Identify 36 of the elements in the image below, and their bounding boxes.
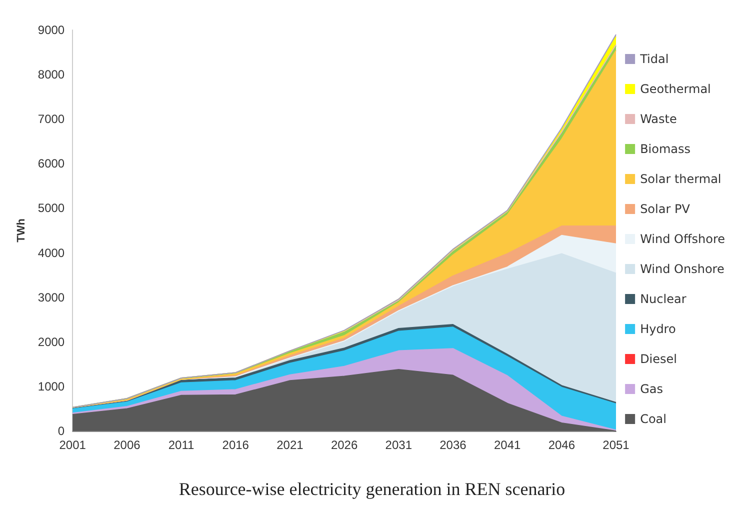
y-tick-label: 6000 (38, 156, 65, 171)
legend-label: Diesel (640, 352, 677, 366)
y-tick-label: 7000 (38, 112, 65, 126)
legend-label: Gas (640, 382, 663, 396)
legend-label: Wind Onshore (640, 262, 724, 276)
legend-label: Waste (640, 112, 677, 126)
x-tick-label: 2016 (222, 438, 250, 452)
legend-label: Biomass (640, 142, 691, 156)
legend-label: Solar PV (640, 202, 691, 216)
x-tick-label: 2046 (548, 438, 576, 452)
y-tick-label: 3000 (38, 290, 65, 304)
y-tick-label: 8000 (38, 68, 65, 82)
x-tick-label: 2026 (330, 438, 358, 452)
x-tick-label: 2051 (602, 438, 630, 452)
legend-label: Hydro (640, 322, 676, 336)
x-tick-label: 2021 (276, 438, 304, 452)
y-tick-label: 4000 (38, 246, 65, 260)
legend-label: Tidal (639, 52, 669, 66)
legend-label: Nuclear (640, 292, 686, 306)
y-tick-label: 1000 (38, 379, 65, 394)
legend-label: Wind Offshore (640, 232, 725, 246)
x-tick-label: 2031 (385, 438, 412, 452)
y-axis-title: TWh (16, 218, 28, 242)
y-tick-label: 5000 (38, 201, 65, 216)
y-tick-label: 0 (58, 424, 65, 438)
legend-label: Solar thermal (640, 172, 722, 186)
x-tick-label: 2011 (168, 438, 194, 452)
legend-label: Geothermal (640, 82, 711, 96)
x-tick-label: 2041 (494, 438, 521, 452)
legend-label: Coal (640, 412, 666, 426)
text: Resource-wise electricity generation in REN scenario (178, 479, 566, 499)
x-tick-label: 2001 (59, 438, 86, 452)
y-tick-label: 9000 (38, 23, 65, 37)
x-tick-label: 2006 (114, 438, 141, 452)
x-tick-label: 2036 (440, 438, 467, 452)
y-tick-label: 2000 (38, 334, 65, 349)
